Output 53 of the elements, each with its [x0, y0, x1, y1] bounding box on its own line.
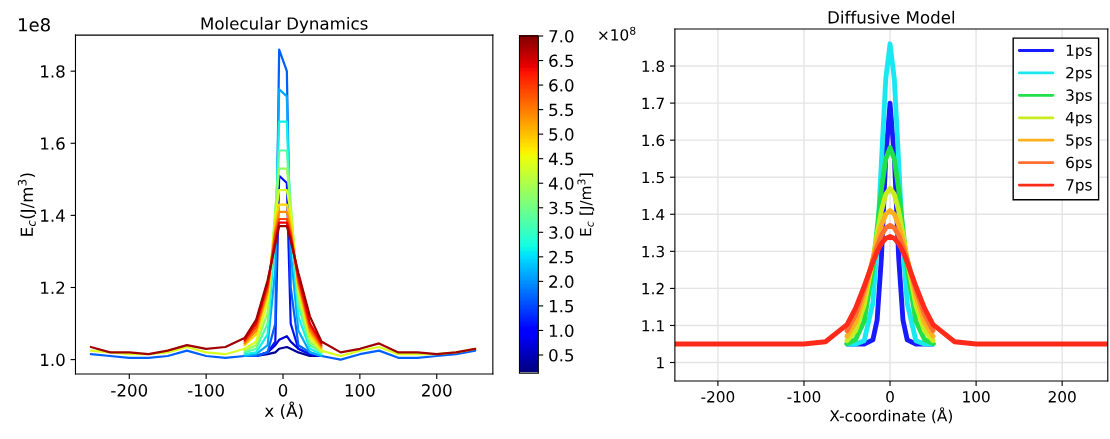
- color-bar-label: 2.0: [549, 275, 574, 288]
- y-tick-label: 1.4: [41, 209, 65, 222]
- y-tick-label: 1.1: [642, 320, 664, 332]
- y-tick-label: 1.6: [41, 137, 65, 150]
- x-tick-label: 100: [345, 384, 375, 397]
- color-bar-label: 3.5: [549, 201, 574, 215]
- y-tick-label: 1.6: [642, 134, 665, 147]
- color-bar-label: 2.5: [549, 250, 574, 264]
- x-axis-title: x (Å): [264, 401, 303, 420]
- legend-label: 6ps: [1066, 156, 1092, 172]
- x-tick-label: -100: [188, 384, 224, 397]
- x-tick-label: -200: [701, 391, 735, 403]
- y-tick-label: 1.8: [642, 60, 665, 73]
- chart-title: Molecular Dynamics: [201, 16, 368, 34]
- color-bar-label: 5.5: [549, 103, 574, 117]
- text: 1e8: [19, 17, 50, 32]
- color-bar-label: 3.0: [549, 226, 574, 239]
- y-tick-label: 1.2: [41, 281, 65, 294]
- legend-label: 3ps: [1066, 89, 1092, 104]
- legend-label: 2ps: [1066, 66, 1092, 82]
- y-tick-label: 1.2: [642, 282, 664, 295]
- y-tick-label: 1.7: [642, 97, 664, 109]
- y-tick-label: 1.3: [642, 245, 664, 258]
- x-tick-label: 0: [886, 391, 894, 403]
- y-tick-label: 1.8: [41, 65, 65, 78]
- color-bar-label: 5.0: [549, 128, 574, 141]
- legend-label: 7ps: [1066, 179, 1092, 194]
- legend-label: 1ps: [1066, 44, 1092, 60]
- x-tick-label: 0: [278, 384, 288, 397]
- chart-title: Diffusive Model: [828, 10, 955, 24]
- y-tick-label: 1.5: [642, 171, 664, 184]
- color-bar-label: 0.5: [549, 348, 574, 362]
- y-tick-label: 1.4: [642, 208, 665, 221]
- x-tick-label: -200: [111, 384, 148, 397]
- color-bar-label: 1.0: [549, 324, 574, 338]
- x-tick-label: 200: [1048, 391, 1076, 403]
- color-bar-label: 1.5: [549, 300, 574, 313]
- x-tick-label: -100: [787, 391, 821, 403]
- y-tick-label: 1: [657, 357, 664, 369]
- color-bar-label: 4.0: [548, 177, 574, 190]
- legend-label: 5ps: [1066, 134, 1092, 149]
- legend-label: 4ps: [1065, 112, 1092, 127]
- x-tick-label: 100: [963, 391, 990, 403]
- text: ×10$^{8}$: [599, 26, 636, 41]
- color-bar-label: 6.0: [549, 79, 574, 92]
- y-tick-label: 1.0: [41, 353, 65, 367]
- color-bar-label: 7.0: [549, 29, 574, 43]
- y-axis-title: E$_{c}$(J/m$^{3}$): [17, 173, 37, 236]
- x-tick-label: 200: [422, 384, 452, 397]
- x-axis-title: X-coordinate (Å): [829, 407, 952, 424]
- color-bar-title: E$_{c}$ [J/m$^{3}$]: [577, 173, 595, 236]
- color-bar-label: 6.5: [549, 54, 574, 68]
- color-bar-label: 4.5: [548, 152, 574, 166]
